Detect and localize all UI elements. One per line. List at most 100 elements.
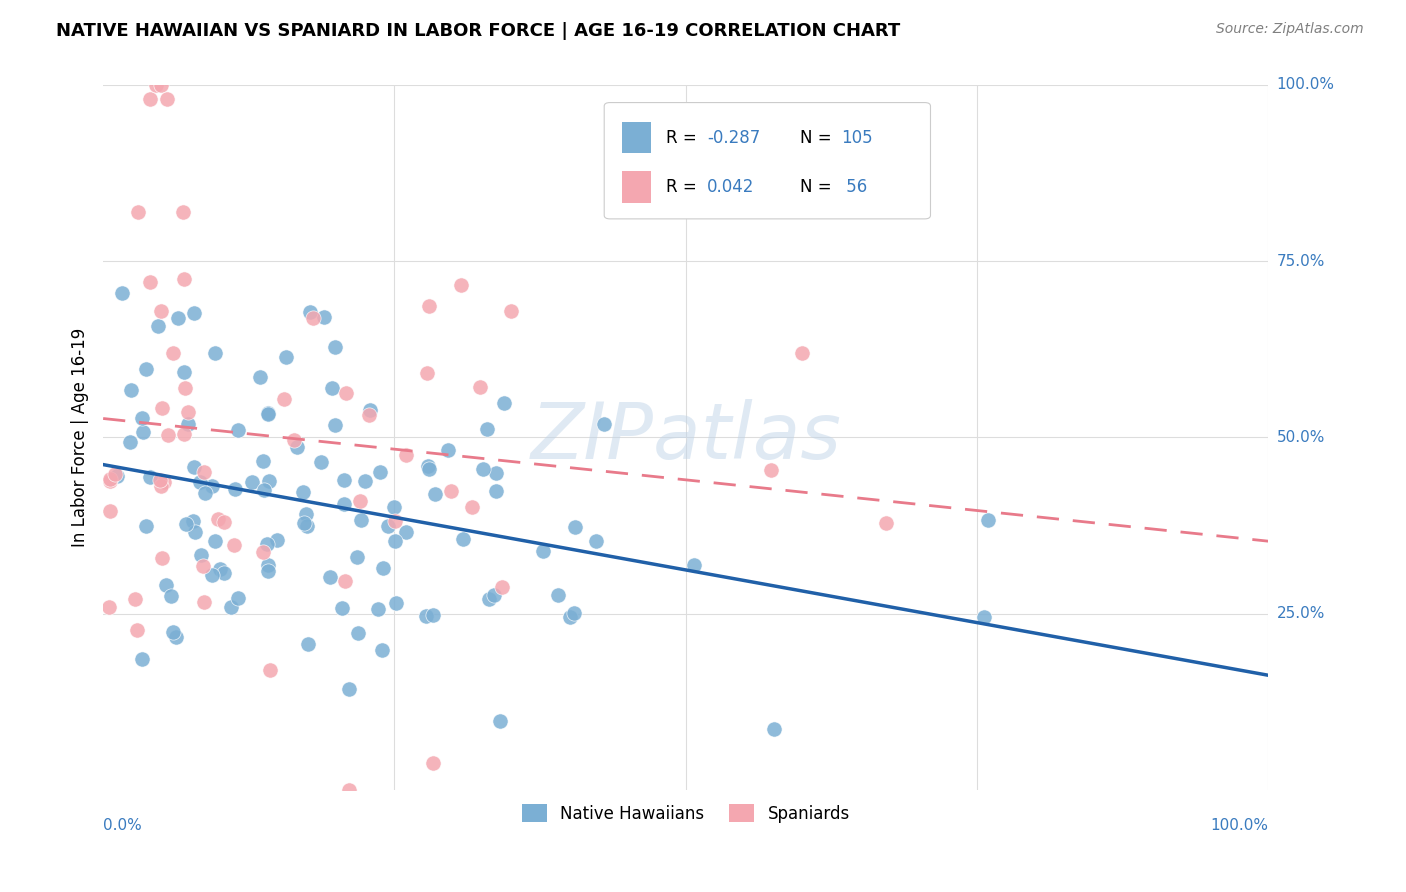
Point [475,422,498,436]
Point [371,561,394,575]
Point [173,381,195,395]
Point [558,609,581,624]
Point [157,427,180,442]
Point [105,469,128,483]
Point [472,462,495,476]
Point [547,588,569,602]
Point [292,516,315,530]
Point [418,299,440,313]
Text: 100.0%: 100.0% [1277,78,1334,93]
Point [314,310,336,325]
Point [440,484,463,499]
Point [274,351,297,365]
Point [153,475,176,489]
Point [150,550,173,565]
Point [682,558,704,573]
Point [792,346,814,360]
Point [256,537,278,551]
Point [333,474,356,488]
Point [127,204,149,219]
Point [482,588,505,602]
Point [321,380,343,394]
Point [382,500,405,515]
Point [416,367,439,381]
Point [418,462,440,476]
FancyBboxPatch shape [621,171,651,202]
Point [489,714,512,728]
Point [193,595,215,609]
Point [201,568,224,582]
Point [468,380,491,394]
Point [323,417,346,432]
Point [194,485,217,500]
Point [224,482,246,496]
Point [875,516,897,530]
Point [209,561,232,575]
Point [257,406,280,420]
Point [188,475,211,490]
Point [299,305,322,319]
Point [297,637,319,651]
Point [311,455,333,469]
Point [423,487,446,501]
Point [226,423,249,437]
Point [266,533,288,547]
Legend: Native Hawaiians, Spaniards: Native Hawaiians, Spaniards [513,796,858,831]
Point [146,318,169,333]
Point [385,596,408,610]
Point [395,449,418,463]
Point [415,608,437,623]
Point [295,507,318,521]
Point [98,472,121,486]
Point [183,459,205,474]
Point [160,589,183,603]
Point [976,513,998,527]
Point [256,558,278,572]
Y-axis label: In Labor Force | Age 16-19: In Labor Force | Age 16-19 [72,327,89,547]
Point [330,601,353,615]
Point [174,516,197,531]
Point [139,92,162,106]
Point [193,465,215,479]
Point [323,340,346,354]
Point [384,534,406,549]
Point [120,383,142,397]
Point [973,610,995,624]
Point [173,272,195,286]
Point [359,403,381,417]
Point [494,396,516,410]
Point [285,441,308,455]
Point [204,534,226,549]
Point [252,454,274,468]
Point [461,500,484,514]
Text: 100.0%: 100.0% [1211,818,1268,833]
Point [240,475,263,489]
Text: 50.0%: 50.0% [1277,430,1324,445]
Point [131,411,153,425]
Point [97,600,120,615]
Point [485,483,508,498]
Point [149,474,172,488]
Point [395,524,418,539]
Point [190,548,212,562]
Point [450,277,472,292]
Point [257,407,280,421]
Point [139,276,162,290]
Point [145,78,167,92]
Point [371,643,394,657]
Point [134,362,156,376]
Point [339,783,361,797]
Point [291,485,314,500]
Point [359,408,381,422]
FancyBboxPatch shape [621,121,651,153]
Point [252,545,274,559]
Point [478,591,501,606]
Point [564,520,586,534]
Point [562,606,585,620]
Text: N =: N = [800,178,837,196]
Text: NATIVE HAWAIIAN VS SPANIARD IN LABOR FORCE | AGE 16-19 CORRELATION CHART: NATIVE HAWAIIAN VS SPANIARD IN LABOR FOR… [56,22,900,40]
Point [183,306,205,320]
Point [491,580,513,594]
Text: 75.0%: 75.0% [1277,253,1324,268]
Point [499,303,522,318]
